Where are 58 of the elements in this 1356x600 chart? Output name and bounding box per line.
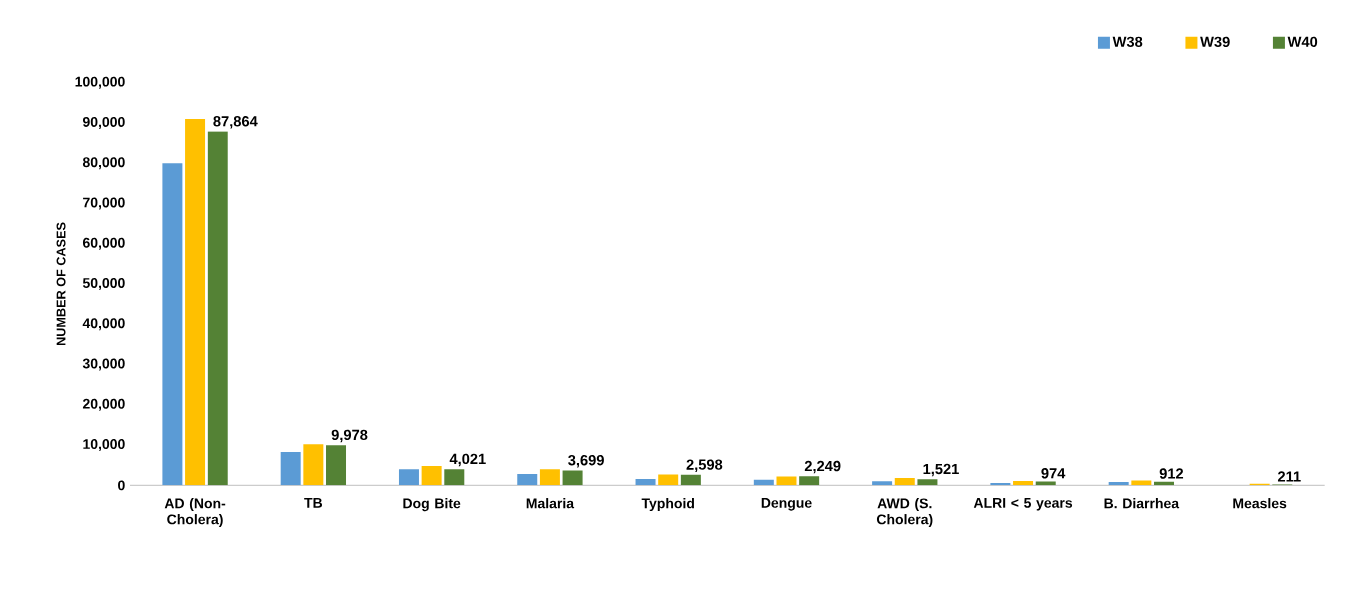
bar [894,478,915,486]
bar [917,479,938,486]
bar [444,469,465,486]
x-tick-label: ALRI < 5 years [973,498,1073,511]
bar [162,163,183,486]
data-label: 974 [1041,468,1066,479]
x-tick-label: AD (Non-Cholera) [164,498,226,528]
y-tick-label: 50,000 [82,278,125,290]
data-label: 4,021 [449,453,486,467]
bar [776,476,797,486]
x-tick-label: B. Diarrhea [1104,498,1180,509]
bar [517,474,538,486]
bar [635,478,656,486]
data-label: 87,864 [213,116,258,129]
data-label: 1,521 [923,463,959,477]
y-tick-label: 70,000 [83,197,125,210]
x-tick-label: AWD (S. Cholera) [876,498,933,528]
y-tick-label: 90,000 [82,116,125,129]
y-tick-label: 0 [118,480,125,491]
bar [326,445,347,486]
bar [872,481,893,486]
x-tick-label: Malaria [526,498,575,509]
data-label: 3,699 [568,455,604,468]
bar [421,466,442,486]
bar [280,451,301,486]
y-tick-label: 10,000 [83,439,125,452]
y-tick-label: 60,000 [82,237,125,250]
legend-label: W39 [1200,36,1230,48]
data-label: 9,978 [331,429,368,443]
y-tick-label: 100,000 [75,76,125,89]
bar [658,474,679,486]
x-tick-label: Typhoid [641,498,694,512]
legend-label: W38 [1112,36,1143,48]
data-label: 2,598 [686,459,723,472]
y-axis-title: NUMBER OF CASES [56,222,66,346]
bar [303,444,324,486]
data-label: 2,249 [804,460,841,474]
bar [1108,482,1129,486]
bar [1013,480,1034,486]
y-tick-label: 20,000 [82,398,125,411]
bar [185,118,206,486]
bar [799,476,820,486]
x-tick-label: Measles [1233,498,1287,509]
bar [562,470,583,486]
data-label: 211 [1277,471,1301,482]
bar [398,469,419,486]
x-tick-label: TB [304,498,323,508]
bar [207,131,228,486]
data-label: 912 [1159,468,1184,479]
y-tick-label: 30,000 [82,358,125,371]
x-tick-label: Dengue [761,498,812,511]
x-tick-label: Dog Bite [403,498,461,512]
bar [1035,481,1056,486]
y-tick-label: 40,000 [82,318,125,331]
bar [680,474,701,486]
y-tick-label: 80,000 [82,157,125,170]
bar [539,469,560,486]
legend-label: W40 [1287,36,1318,48]
